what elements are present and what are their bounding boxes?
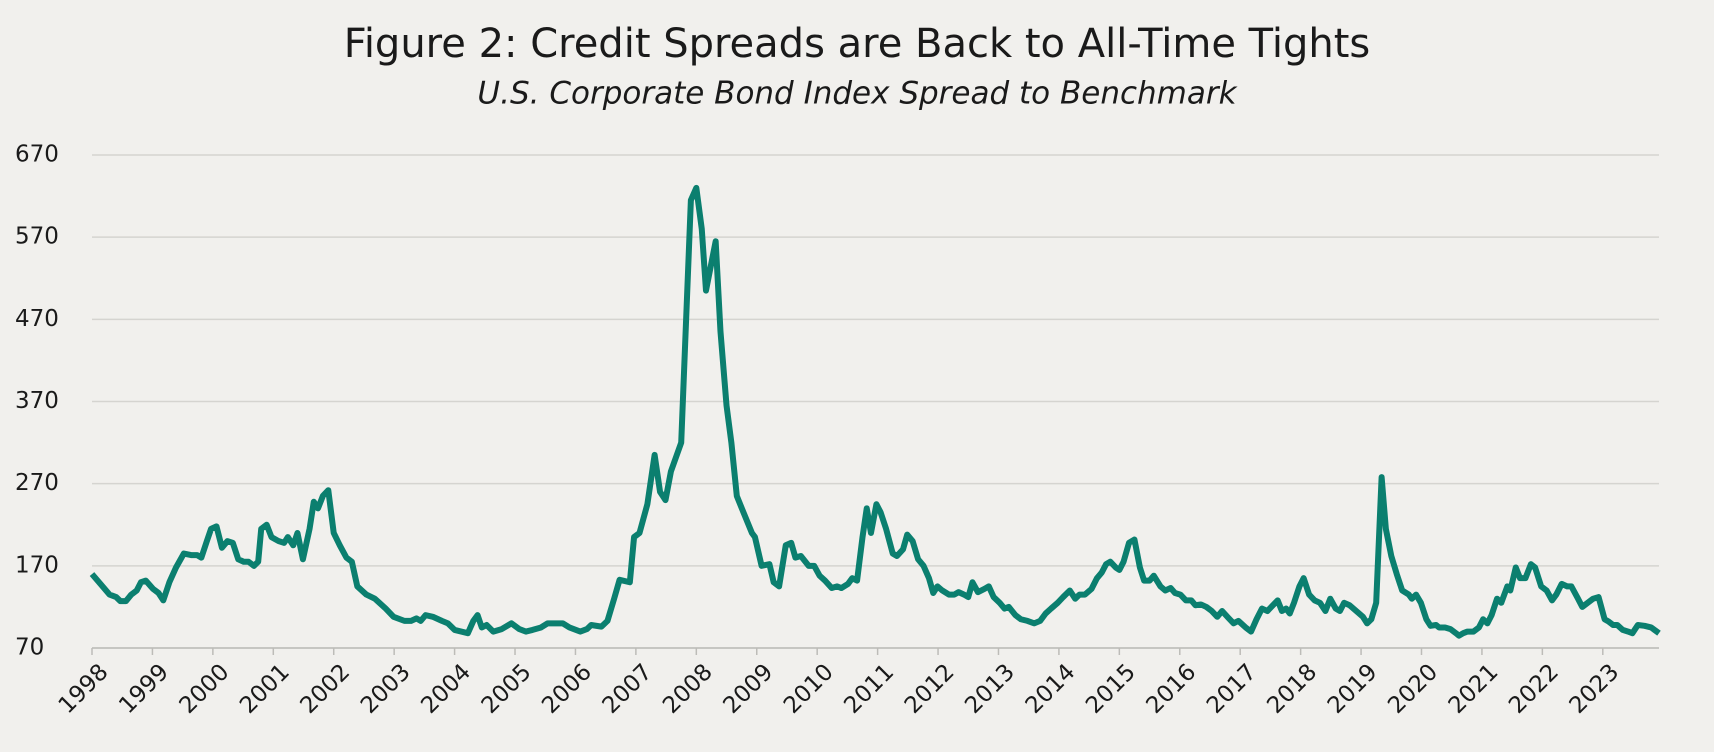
y-tick-label: 670 xyxy=(15,142,59,168)
data-line xyxy=(89,184,1661,639)
chart-subtitle: U.S. Corporate Bond Index Spread to Benc… xyxy=(477,76,1237,112)
y-tick-label: 470 xyxy=(15,306,59,332)
y-tick-label: 570 xyxy=(15,224,59,250)
y-tick-label: 370 xyxy=(15,388,59,414)
y-tick-label: 270 xyxy=(15,470,59,496)
y-tick-label: 170 xyxy=(15,552,59,578)
y-tick-label: 70 xyxy=(15,635,44,661)
chart-title: Figure 2: Credit Spreads are Back to All… xyxy=(344,21,1371,67)
